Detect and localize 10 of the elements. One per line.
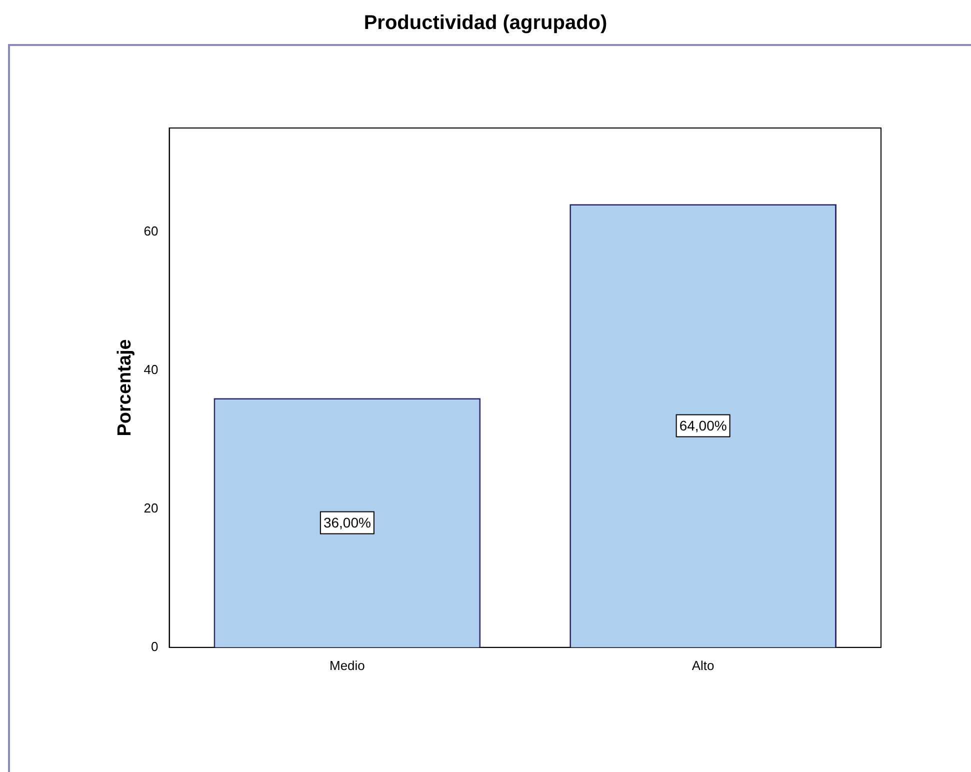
x-tick-label: Medio <box>329 658 365 673</box>
y-axis-title: Porcentaje <box>114 339 136 436</box>
y-tick-label: 40 <box>144 362 158 377</box>
data-label: 36,00% <box>323 514 371 531</box>
chart-title: Productividad (agrupado) <box>362 12 608 35</box>
x-tick-label: Alto <box>692 658 714 673</box>
data-label: 64,00% <box>679 418 727 434</box>
y-tick-label: 20 <box>144 500 158 516</box>
y-tick-label: 0 <box>151 638 158 654</box>
y-tick-label: 60 <box>144 223 158 238</box>
